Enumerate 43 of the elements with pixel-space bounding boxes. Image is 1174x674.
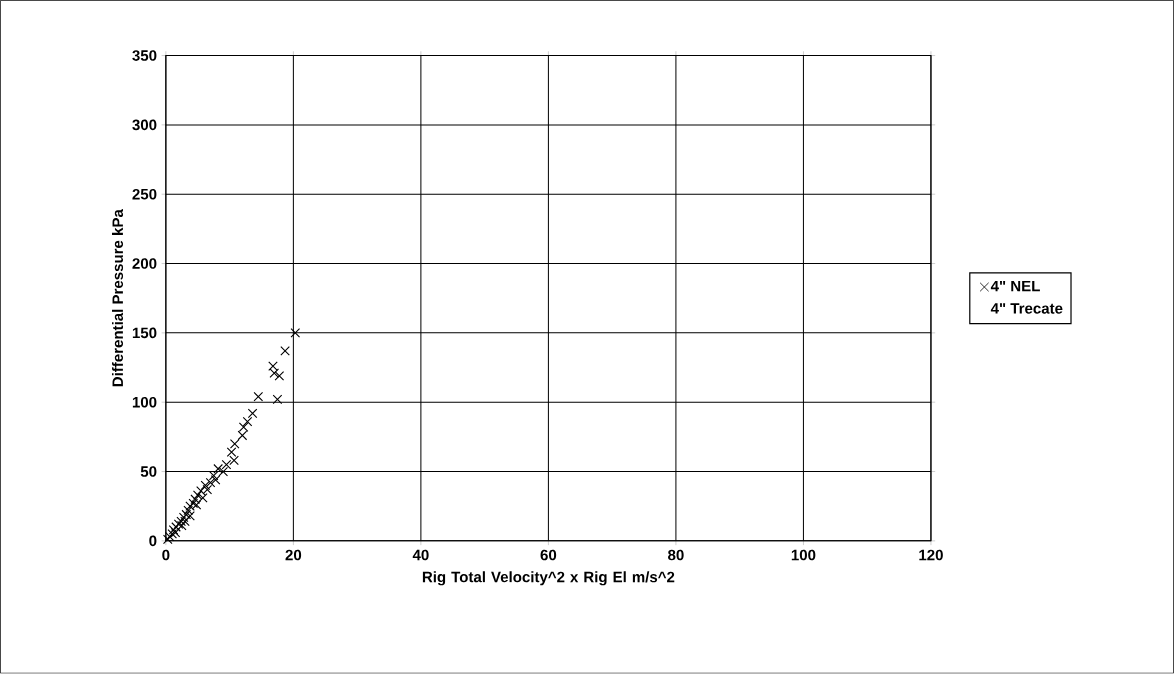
y-tick-label: 100 (132, 397, 157, 408)
point (210, 475, 221, 485)
y-tick-label: 350 (132, 50, 157, 62)
x-tick-label: 80 (668, 549, 684, 561)
point (247, 408, 258, 419)
point (269, 368, 280, 379)
point (183, 505, 193, 516)
point (280, 346, 290, 356)
y-axis-title: Differential Pressure kPa (112, 209, 124, 387)
point (229, 455, 239, 466)
point (218, 466, 229, 477)
legend-label: 4" NEL (990, 281, 1040, 292)
y-tick-label: 250 (132, 189, 157, 200)
y-tick-label: 0 (149, 535, 157, 547)
y-tick-label: 150 (132, 327, 157, 339)
x-tick-label: 40 (412, 549, 429, 561)
x-axis-title: Rig Total Velocity^2 x Rig El m/s^2 (422, 571, 675, 586)
y-tick-label: 50 (140, 466, 157, 478)
y-tick-label: 200 (132, 258, 157, 270)
point (268, 361, 278, 372)
point (290, 328, 301, 338)
point (192, 490, 203, 501)
point (237, 430, 248, 441)
point (180, 516, 190, 527)
x-tick-label: 0 (162, 549, 170, 561)
point (229, 439, 240, 449)
point (221, 459, 232, 470)
text: 4" Trecate (990, 303, 1063, 314)
point (205, 478, 216, 488)
point (274, 371, 285, 381)
point (238, 422, 249, 433)
point (208, 471, 219, 481)
x-tick-label: 20 (285, 549, 302, 561)
point (226, 447, 237, 458)
point (253, 392, 264, 402)
y-tick-label: 300 (132, 119, 157, 131)
point (272, 394, 283, 405)
x-tick-label: 60 (540, 549, 557, 561)
x-tick-label: 100 (791, 549, 816, 561)
point (242, 417, 253, 427)
point (200, 480, 211, 491)
x-tick-label: 120 (919, 549, 943, 561)
point (213, 464, 223, 474)
